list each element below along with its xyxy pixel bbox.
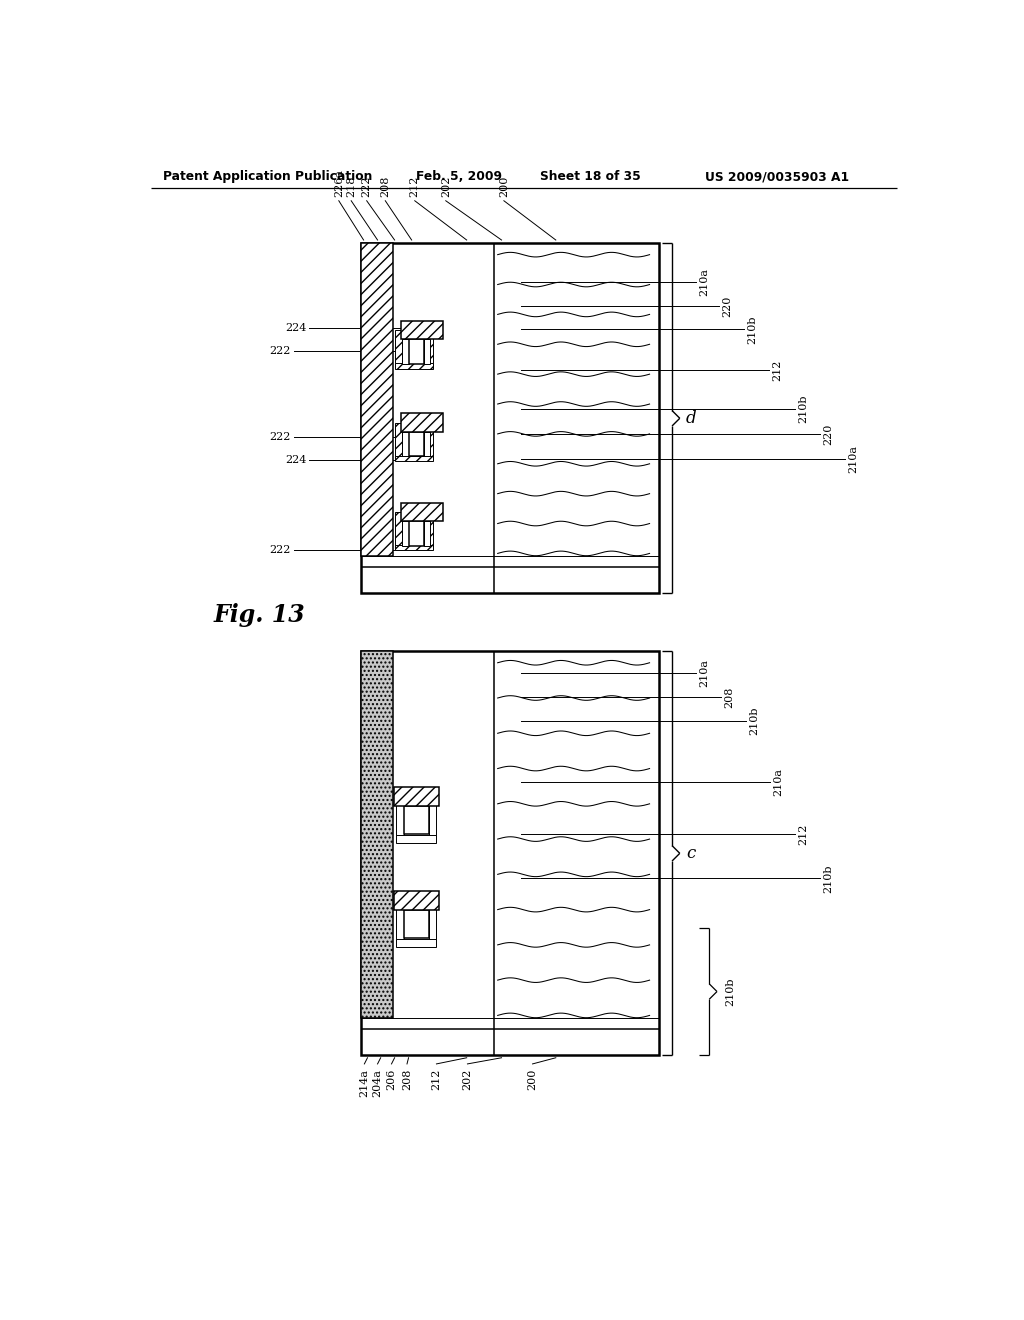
Text: 220: 220	[823, 424, 834, 445]
Text: 212: 212	[799, 824, 808, 845]
Text: 202: 202	[463, 1069, 472, 1090]
Text: 222: 222	[269, 545, 291, 554]
Text: 200: 200	[527, 1069, 538, 1090]
Text: 208: 208	[380, 176, 390, 197]
Bar	[394, 787, 438, 807]
Text: 210a: 210a	[699, 268, 710, 296]
Text: Fig. 13: Fig. 13	[213, 603, 305, 627]
Bar	[424, 432, 430, 457]
Bar	[394, 363, 433, 368]
Bar	[400, 321, 442, 339]
Bar	[424, 521, 430, 545]
Bar	[429, 804, 436, 836]
Bar	[396, 940, 436, 946]
Bar	[403, 909, 429, 937]
Bar	[402, 339, 409, 364]
Text: Feb. 5, 2009: Feb. 5, 2009	[417, 170, 503, 183]
Bar	[429, 908, 436, 940]
Text: 212: 212	[772, 359, 782, 381]
Bar	[409, 432, 424, 457]
Text: 210a: 210a	[699, 659, 710, 686]
Bar	[360, 651, 393, 1019]
Text: 222: 222	[269, 346, 291, 356]
Text: 212: 212	[431, 1069, 441, 1090]
Text: 206: 206	[386, 1069, 396, 1090]
Text: d: d	[686, 409, 696, 426]
Text: Sheet 18 of 35: Sheet 18 of 35	[541, 170, 641, 183]
Bar	[409, 339, 424, 364]
Bar	[402, 432, 409, 457]
Text: 210b: 210b	[725, 977, 735, 1006]
Bar	[394, 330, 402, 364]
Text: c: c	[686, 845, 695, 862]
Text: 208: 208	[724, 686, 734, 708]
Text: 200: 200	[499, 176, 509, 197]
Bar	[394, 891, 438, 909]
Bar	[400, 413, 442, 432]
Text: 214a: 214a	[359, 1069, 370, 1097]
Bar	[426, 330, 433, 364]
Bar	[403, 807, 429, 834]
Text: 204a: 204a	[373, 1069, 383, 1097]
Bar	[396, 836, 436, 843]
Bar	[426, 422, 433, 457]
Text: 224: 224	[285, 323, 306, 333]
Text: 210b: 210b	[749, 706, 759, 735]
Bar	[394, 545, 433, 550]
Text: 226a: 226a	[334, 169, 344, 197]
Text: 222: 222	[361, 176, 372, 197]
Bar	[394, 455, 433, 461]
Text: US 2009/0035903 A1: US 2009/0035903 A1	[706, 170, 850, 183]
Bar	[426, 512, 433, 545]
Text: 210b: 210b	[799, 395, 808, 422]
Bar	[360, 243, 393, 557]
Bar	[409, 521, 424, 545]
Text: 202: 202	[440, 176, 451, 197]
Text: 222: 222	[269, 432, 291, 442]
Text: 220: 220	[722, 296, 732, 317]
Text: 224: 224	[285, 455, 306, 465]
Bar	[360, 651, 658, 1056]
Bar	[402, 521, 409, 545]
Text: 210a: 210a	[773, 768, 783, 796]
Bar	[396, 908, 403, 940]
Bar	[396, 804, 403, 836]
Bar	[400, 503, 442, 521]
Bar	[424, 339, 430, 364]
Bar	[394, 512, 402, 545]
Text: 212: 212	[410, 176, 420, 197]
Text: 208: 208	[402, 1069, 412, 1090]
Text: 210b: 210b	[823, 865, 834, 892]
Text: 210b: 210b	[748, 315, 757, 343]
Bar	[394, 422, 402, 457]
Text: Patent Application Publication: Patent Application Publication	[163, 170, 373, 183]
Text: 218: 218	[346, 176, 356, 197]
Text: 210a: 210a	[848, 445, 858, 473]
Bar	[360, 243, 658, 594]
